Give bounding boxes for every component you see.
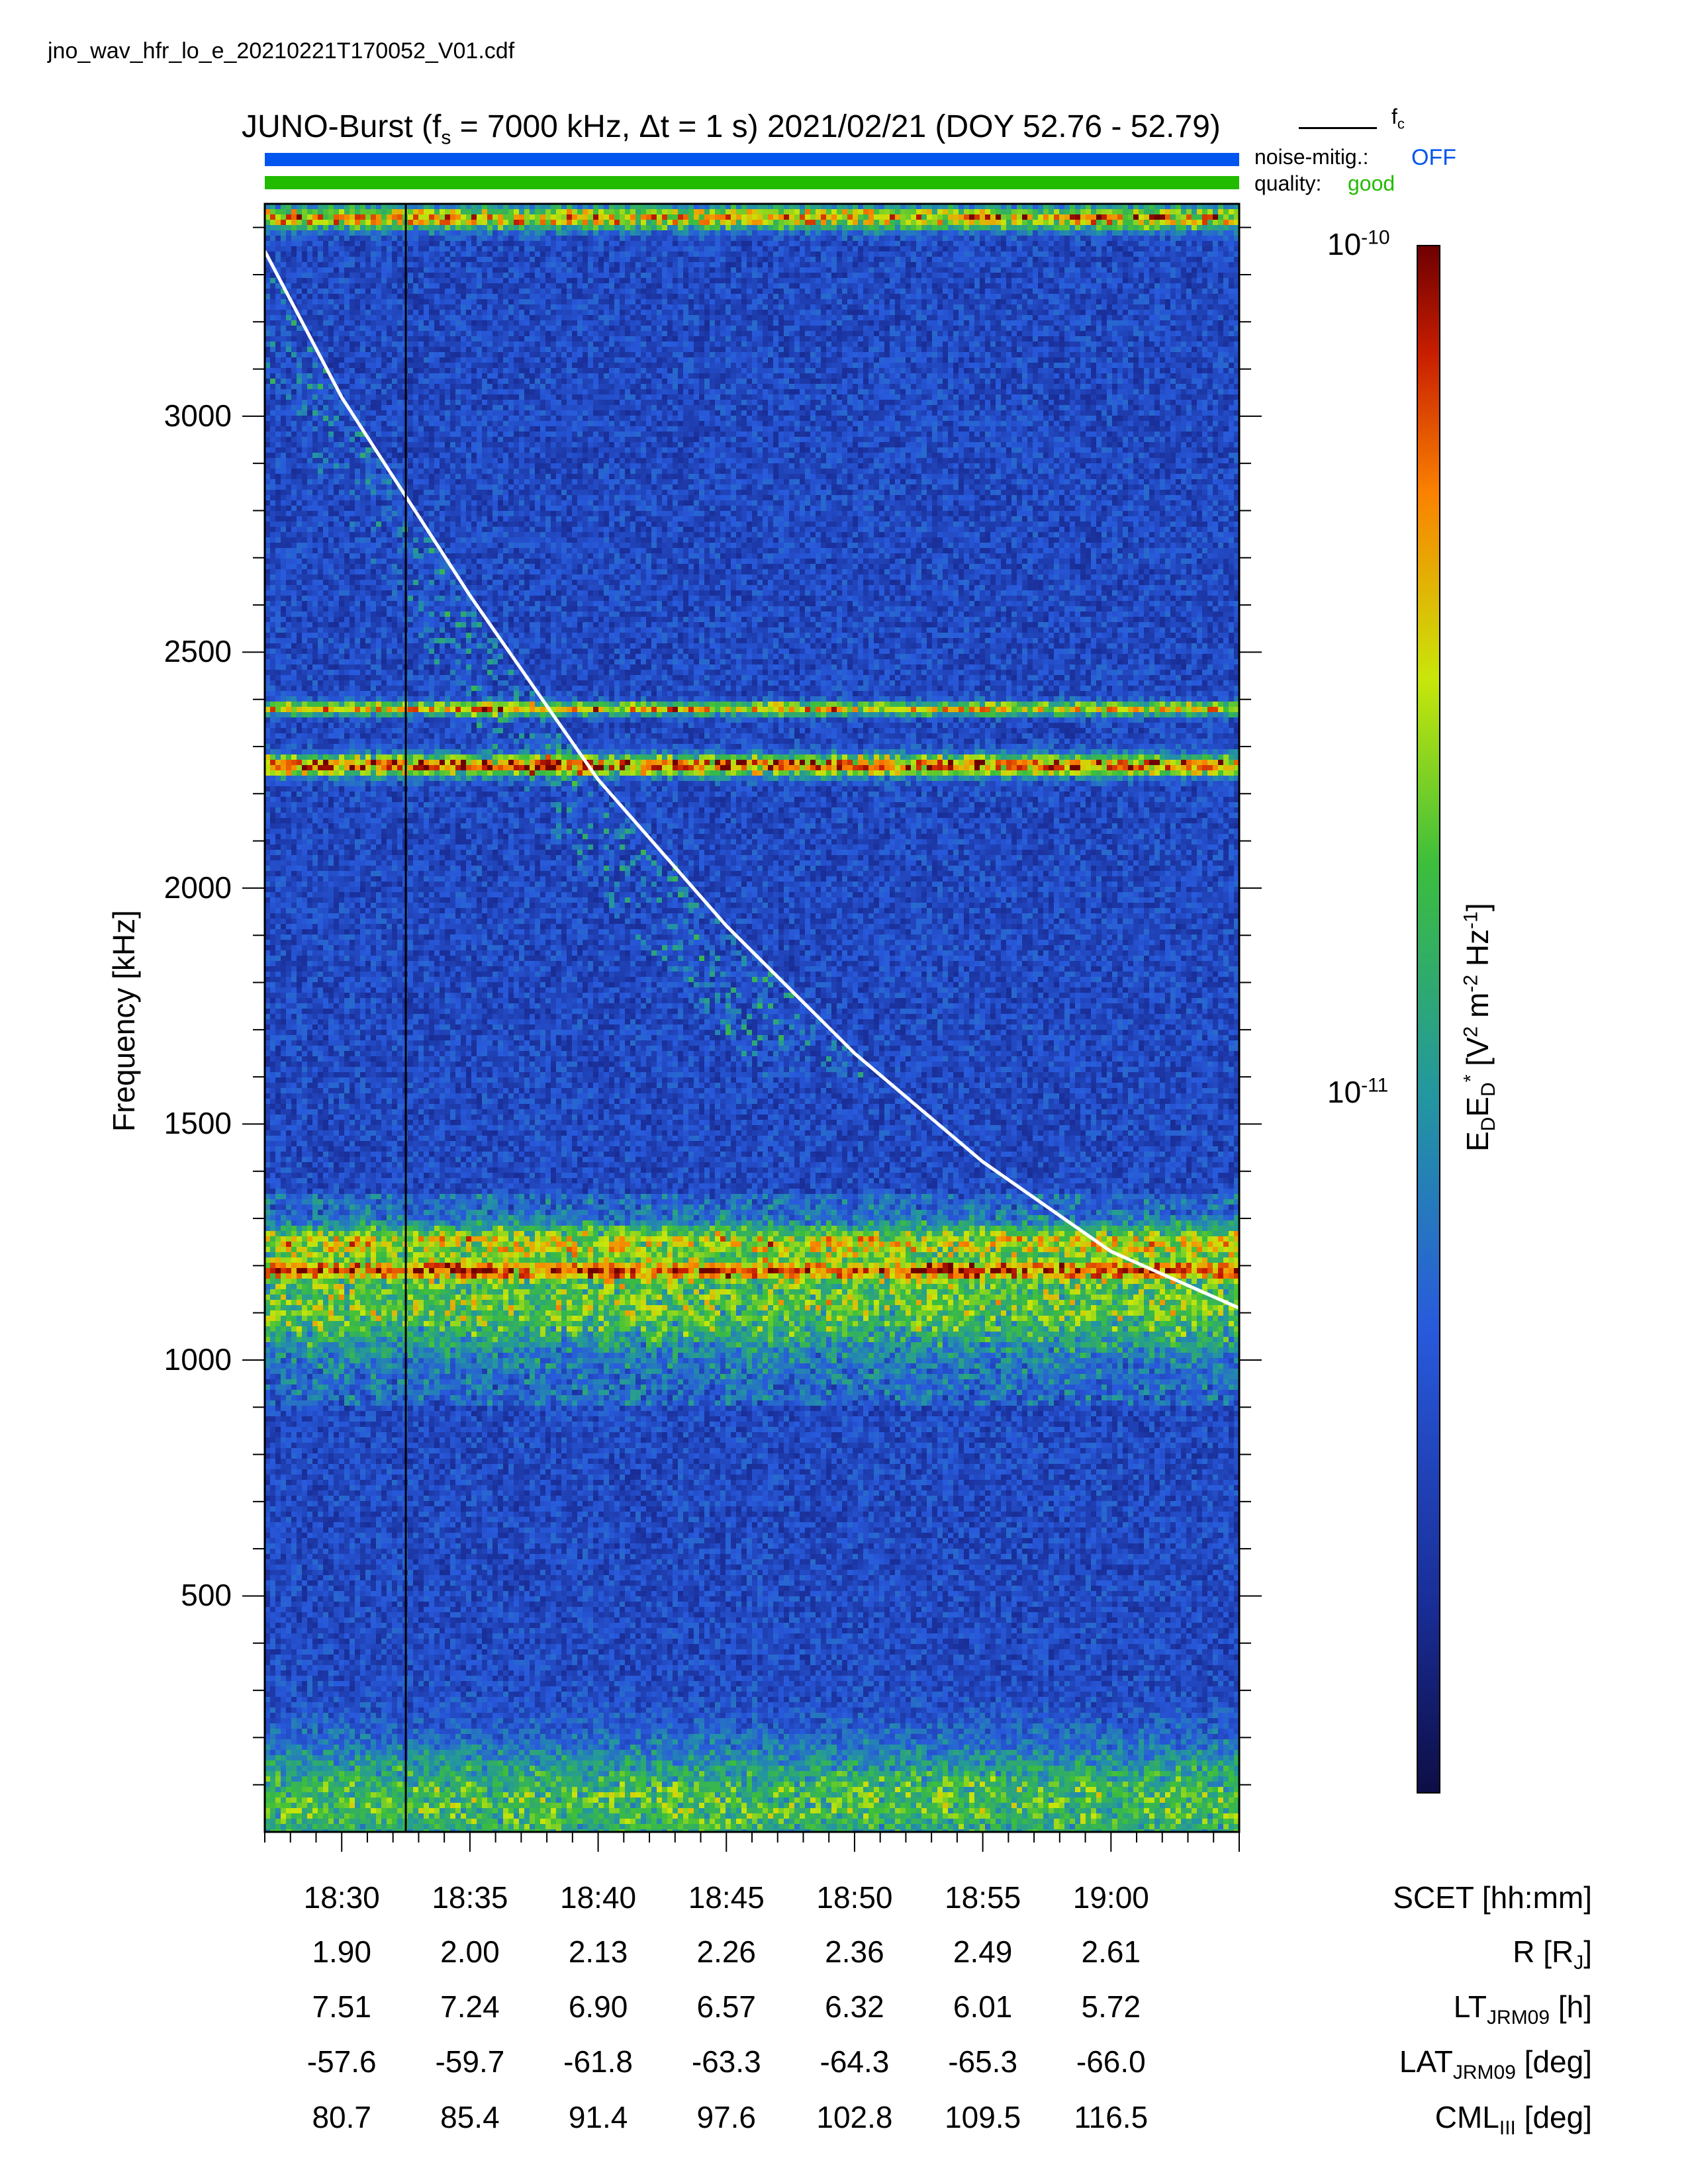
- ephemeris-cell: -65.3: [917, 2044, 1049, 2079]
- ephemeris-cell: 2.26: [660, 1934, 792, 1970]
- cb-tick-label: 10-11: [1327, 1074, 1388, 1110]
- ephemeris-cell: 102.8: [788, 2099, 921, 2135]
- y-axis-label: Frequency [kHz]: [106, 910, 142, 1132]
- cb-star: *: [1460, 1075, 1482, 1083]
- ephemeris-cell: -59.7: [404, 2044, 536, 2079]
- ephemeris-row-label: LATJRM09 [deg]: [1261, 2044, 1592, 2084]
- ephemeris-cell: 18:35: [404, 1880, 536, 1915]
- cb-sub2: D: [1477, 1082, 1499, 1097]
- quality-status-bar: [265, 176, 1239, 189]
- ephemeris-cell: 2.13: [532, 1934, 665, 1970]
- ephemeris-cell: 6.32: [788, 1989, 921, 2025]
- ephemeris-cell: 85.4: [404, 2099, 536, 2135]
- ephemeris-cell: 2.49: [917, 1934, 1049, 1970]
- ephemeris-cell: 7.51: [275, 1989, 408, 2025]
- ephemeris-cell: 1.90: [275, 1934, 408, 1970]
- ephemeris-cell: 2.36: [788, 1934, 921, 1970]
- ephemeris-cell: 18:30: [275, 1880, 408, 1915]
- cb-rest2: m: [1460, 993, 1495, 1026]
- y-tick-label: 2000: [99, 870, 232, 905]
- quality-label: quality:: [1254, 171, 1321, 196]
- ephemeris-cell: 18:55: [917, 1880, 1049, 1915]
- plot-border: [263, 203, 1241, 1833]
- noise-status-bar: [265, 153, 1239, 166]
- ephemeris-row-label: CMLIII [deg]: [1261, 2099, 1592, 2140]
- chart-title: JUNO-Burst (fs = 7000 kHz, Δt = 1 s) 202…: [242, 109, 1221, 150]
- cb-sup5: -1: [1460, 911, 1482, 929]
- title-prefix: JUNO-Burst (f: [242, 109, 441, 144]
- title-middle: = 7000 kHz, Δt = 1 s) 2021/02/21 (DOY 52…: [451, 109, 1221, 144]
- ephemeris-cell: -66.0: [1045, 2044, 1177, 2079]
- ephemeris-cell: 91.4: [532, 2099, 665, 2135]
- noise-value: OFF: [1411, 145, 1456, 171]
- fc-sub: c: [1397, 115, 1405, 132]
- cb-rest3: Hz: [1460, 929, 1495, 975]
- ephemeris-cell: -57.6: [275, 2044, 408, 2079]
- ephemeris-cell: 5.72: [1045, 1989, 1177, 2025]
- noise-label: noise-mitig.:: [1254, 145, 1369, 169]
- cb-rest: [V: [1460, 1037, 1495, 1074]
- cb-sup4: -2: [1460, 975, 1482, 993]
- cb-sub1: D: [1477, 1117, 1499, 1132]
- ephemeris-cell: 2.00: [404, 1934, 536, 1970]
- cb-end: ]: [1460, 903, 1495, 911]
- cb-tick-label: 10-10: [1327, 226, 1390, 262]
- ephemeris-cell: 18:40: [532, 1880, 665, 1915]
- ephemeris-cell: 116.5: [1045, 2099, 1177, 2135]
- ephemeris-cell: -63.3: [660, 2044, 792, 2079]
- colorbar-label: EDED* [V2 m-2 Hz-1]: [1460, 903, 1500, 1152]
- cb-e1: E: [1460, 1131, 1495, 1152]
- ephemeris-cell: 109.5: [917, 2099, 1049, 2135]
- fc-label: f: [1391, 105, 1397, 128]
- colorbar: [1417, 245, 1440, 1794]
- spectrogram-plot: [265, 204, 1239, 1832]
- y-tick-label: 2500: [99, 633, 232, 669]
- y-tick-label: 3000: [99, 398, 232, 433]
- fc-curve: [265, 250, 1239, 1310]
- y-tick-label: 1500: [99, 1105, 232, 1141]
- ephemeris-row-label: LTJRM09 [h]: [1261, 1989, 1592, 2029]
- spectrogram-image: [265, 204, 1239, 1832]
- cb-sup3: 2: [1460, 1026, 1482, 1038]
- ephemeris-cell: 6.01: [917, 1989, 1049, 2025]
- fc-legend-line: [1299, 127, 1377, 129]
- ephemeris-cell: 7.24: [404, 1989, 536, 2025]
- ephemeris-cell: 19:00: [1045, 1880, 1177, 1915]
- cb-e2: E: [1460, 1097, 1495, 1117]
- ephemeris-cell: 6.57: [660, 1989, 792, 2025]
- ephemeris-cell: 18:50: [788, 1880, 921, 1915]
- fc-legend-label: fc: [1391, 105, 1405, 132]
- quality-value: good: [1348, 171, 1395, 196]
- ephemeris-cell: 97.6: [660, 2099, 792, 2135]
- ephemeris-cell: 6.90: [532, 1989, 665, 2025]
- ephemeris-cell: -61.8: [532, 2044, 665, 2079]
- ephemeris-cell: 18:45: [660, 1880, 792, 1915]
- y-tick-label: 1000: [99, 1342, 232, 1377]
- title-sub: s: [441, 127, 451, 149]
- y-tick-label: 500: [99, 1577, 232, 1613]
- file-name: jno_wav_hfr_lo_e_20210221T170052_V01.cdf: [48, 38, 514, 64]
- ephemeris-cell: 80.7: [275, 2099, 408, 2135]
- ephemeris-row-label: SCET [hh:mm]: [1261, 1880, 1592, 1915]
- ephemeris-cell: -64.3: [788, 2044, 921, 2079]
- ephemeris-cell: 2.61: [1045, 1934, 1177, 1970]
- ephemeris-row-label: R [RJ]: [1261, 1934, 1592, 1974]
